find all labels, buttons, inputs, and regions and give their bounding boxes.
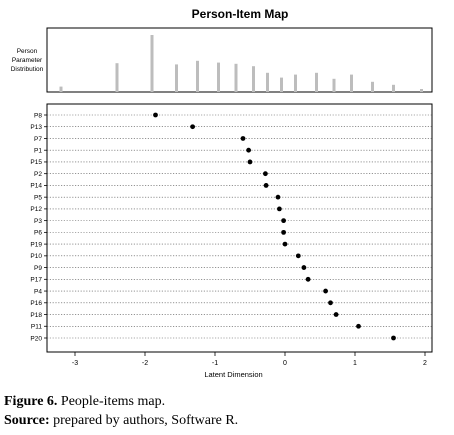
figure-caption: Figure 6. People-items map.: [4, 393, 165, 411]
item-label: P13: [30, 124, 42, 131]
histogram-bar: [217, 62, 220, 92]
item-point: [301, 265, 307, 270]
figure-text: People-items map.: [57, 394, 166, 409]
x-tick-label: -1: [212, 360, 218, 367]
histogram-bar: [332, 78, 336, 92]
item-label: P8: [34, 112, 42, 119]
item-label: P16: [30, 300, 42, 307]
item-label: P15: [30, 159, 42, 166]
chart-title: Person-Item Map: [192, 7, 289, 21]
histogram-bar: [280, 77, 283, 92]
item-label: P1: [34, 148, 42, 155]
item-point: [153, 112, 158, 118]
item-label: P18: [30, 312, 42, 319]
item-point: [281, 218, 286, 224]
histogram-bar: [252, 66, 255, 92]
item-point: [356, 323, 361, 329]
item-point: [277, 206, 282, 212]
item-point: [328, 300, 333, 306]
item-label: P2: [34, 171, 42, 178]
x-tick-label: -3: [72, 360, 78, 367]
histogram-bar: [371, 81, 374, 92]
item-point: [282, 241, 288, 247]
x-tick-label: -2: [142, 360, 148, 367]
item-point: [190, 124, 196, 130]
x-axis-label: Latent Dimension: [204, 370, 262, 379]
item-point: [240, 136, 246, 141]
item-point: [295, 253, 301, 259]
item-panel: [46, 103, 433, 353]
histogram-bar: [196, 60, 199, 92]
histogram-bar: [350, 74, 353, 92]
x-tick-label: 1: [353, 360, 357, 367]
item-point: [275, 194, 281, 200]
item-label: P14: [30, 183, 42, 190]
histogram-bar: [266, 72, 269, 92]
figure-label: Figure 6.: [4, 394, 58, 409]
x-tick-label: 0: [283, 360, 287, 367]
item-label: P11: [31, 324, 42, 331]
source-caption: Source: prepared by authors, Software R.: [4, 412, 238, 430]
item-label: P6: [34, 230, 42, 237]
histogram-panel: [46, 27, 433, 93]
person-item-map-chart: Person-Item Map Person Parameter Distributi…: [11, 7, 433, 379]
source-text: prepared by authors, Software R.: [49, 413, 239, 428]
item-label: P9: [34, 265, 42, 272]
item-label: P20: [30, 335, 42, 342]
item-label: P5: [34, 194, 42, 201]
item-point: [391, 335, 396, 341]
item-point: [247, 159, 253, 165]
item-label: P19: [30, 241, 42, 248]
item-point: [323, 288, 328, 294]
item-point: [333, 312, 339, 317]
x-tick-label: 2: [423, 360, 427, 367]
item-label: P3: [34, 218, 42, 225]
histogram-label: Distribution: [11, 66, 44, 73]
histogram-bar: [115, 63, 119, 92]
item-point: [263, 183, 269, 188]
histogram-label: Person: [17, 48, 38, 55]
item-point: [305, 276, 311, 282]
histogram-bar: [175, 64, 178, 92]
histogram-bar: [234, 63, 238, 92]
item-label: P7: [34, 136, 42, 143]
source-label: Source:: [4, 413, 50, 428]
item-point: [281, 229, 286, 235]
item-label: P17: [30, 277, 42, 284]
item-point: [263, 171, 268, 177]
item-label: P4: [34, 288, 42, 295]
histogram-bar: [59, 86, 63, 92]
item-label: P12: [30, 206, 42, 213]
histogram-bar: [392, 84, 395, 92]
histogram-label: Parameter: [12, 57, 43, 64]
histogram-bar: [420, 89, 423, 92]
item-point: [246, 147, 252, 153]
item-label: P10: [30, 253, 42, 260]
histogram-bar: [294, 74, 297, 92]
histogram-bar: [150, 35, 154, 92]
histogram-bar: [315, 72, 318, 92]
